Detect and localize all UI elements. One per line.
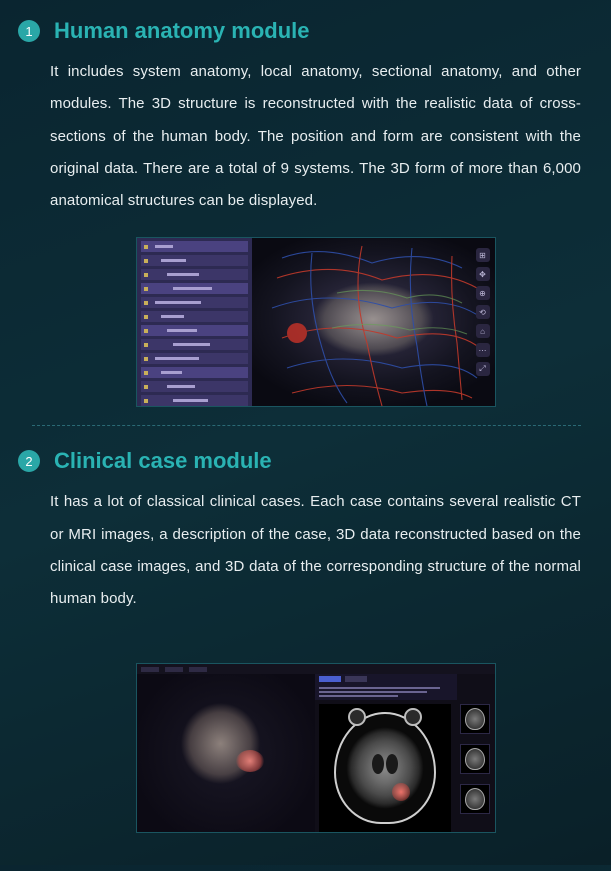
tab (189, 667, 207, 672)
page: 1 Human anatomy module It includes syste… (0, 0, 611, 871)
ct-thumbnail (460, 744, 490, 774)
figure-container: ⊞ ✥ ⊕ ⟲ ⌂ ⋯ ⤢ (18, 237, 581, 407)
sidebar-row (141, 367, 248, 378)
ct-orbit (404, 708, 422, 726)
sidebar-row (141, 353, 248, 364)
ct-scan-view (319, 704, 451, 832)
ct-ventricle (386, 754, 398, 774)
case-description-panel (315, 674, 457, 700)
section-body: It has a lot of classical clinical cases… (18, 486, 581, 615)
section-divider (32, 425, 581, 426)
vascular-overlay (252, 238, 495, 406)
section-number-badge: 2 (18, 450, 40, 472)
section-header: 2 Clinical case module (18, 448, 581, 474)
sidebar-row (141, 339, 248, 350)
clinical-topbar (137, 664, 495, 674)
sidebar-row (141, 283, 248, 294)
section-header: 1 Human anatomy module (18, 18, 581, 44)
anatomy-viewport: ⊞ ✥ ⊕ ⟲ ⌂ ⋯ ⤢ (252, 238, 495, 406)
ct-thumbnail (460, 784, 490, 814)
sidebar-row (141, 381, 248, 392)
anatomy-app-screenshot: ⊞ ✥ ⊕ ⟲ ⌂ ⋯ ⤢ (136, 237, 496, 407)
anatomy-toolbar: ⊞ ✥ ⊕ ⟲ ⌂ ⋯ ⤢ (476, 248, 492, 381)
sidebar-row (141, 255, 248, 266)
clinical-3d-viewport (137, 674, 315, 832)
section-title: Clinical case module (54, 448, 272, 474)
section-number-badge: 1 (18, 20, 40, 42)
sidebar-row (141, 325, 248, 336)
section-body: It includes system anatomy, local anatom… (18, 56, 581, 217)
viewport-tool-icon: ⟲ (476, 305, 490, 319)
clinical-app-screenshot (136, 663, 496, 833)
panel-button (345, 676, 367, 682)
sidebar-row (141, 395, 248, 406)
figure-container (18, 663, 581, 833)
ct-brain-slice (334, 712, 436, 824)
viewport-tool-icon: ⋯ (476, 343, 490, 357)
section-anatomy: 1 Human anatomy module It includes syste… (18, 18, 581, 407)
viewport-tool-icon: ✥ (476, 267, 490, 281)
anatomy-sidebar (137, 238, 252, 406)
ct-orbit (348, 708, 366, 726)
ct-ventricle (372, 754, 384, 774)
sidebar-row (141, 269, 248, 280)
viewport-tool-icon: ⤢ (476, 362, 490, 376)
skull-3d-model (171, 694, 281, 819)
viewport-tool-icon: ⊕ (476, 286, 490, 300)
sidebar-row (141, 297, 248, 308)
section-title: Human anatomy module (54, 18, 309, 44)
section-clinical: 2 Clinical case module It has a lot of c… (18, 448, 581, 833)
sidebar-row (141, 311, 248, 322)
tab (141, 667, 159, 672)
sidebar-row (141, 241, 248, 252)
viewport-tool-icon: ⌂ (476, 324, 490, 338)
ct-thumbnail-strip (460, 704, 492, 824)
ct-thumbnail (460, 704, 490, 734)
panel-button (319, 676, 341, 682)
viewport-tool-icon: ⊞ (476, 248, 490, 262)
clinical-right-panel (315, 674, 495, 832)
tab (165, 667, 183, 672)
ct-lesion (392, 783, 410, 801)
